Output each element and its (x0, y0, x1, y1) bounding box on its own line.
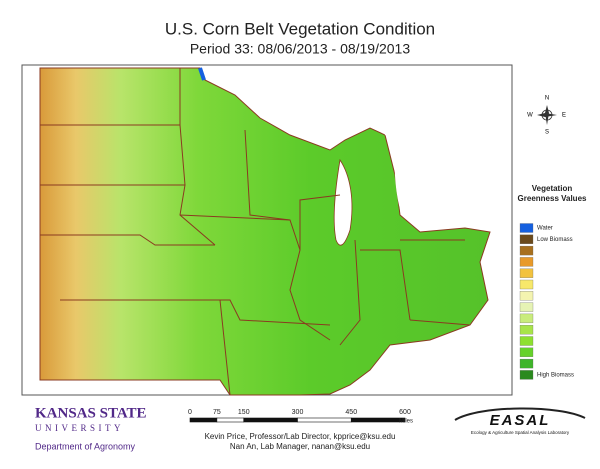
legend-title-box: Vegetation Greenness Values (517, 184, 587, 203)
compass-north: N (545, 96, 549, 102)
scale-label: 300 (292, 409, 304, 416)
scale-label: 0 (188, 409, 192, 416)
legend-swatch (519, 302, 534, 312)
legend-swatch (519, 257, 534, 267)
university-name: KANSAS STATE (35, 405, 147, 421)
legend-swatch (519, 336, 534, 346)
scale-bar: 0 75 150 300 450 600 Miles (188, 409, 413, 425)
lab-name: EASAL (490, 412, 551, 429)
lake-michigan (333, 158, 353, 246)
subtitle: Period 33: 08/06/2013 - 08/19/2013 (190, 41, 411, 57)
credit-line: Kevin Price, Professor/Lab Director, kpp… (205, 432, 396, 441)
state-borders (40, 68, 471, 396)
title: U.S. Corn Belt Vegetation Condition (165, 19, 435, 38)
legend-swatch (519, 358, 534, 369)
water-body (198, 67, 206, 81)
scale-label: 600 (399, 409, 411, 416)
logo-swoosh (454, 407, 586, 421)
scale-segment (189, 417, 218, 423)
compass: N S E W (527, 96, 566, 136)
lake-huron (394, 145, 406, 215)
ksu-logo: KANSAS STATE UNIVERSITY Department of Ag… (35, 405, 147, 451)
scale-segment (216, 417, 245, 423)
compass-needle (537, 105, 557, 125)
university-line2: UNIVERSITY (35, 423, 124, 433)
legend: Water Low Biomass High Biomass (519, 223, 574, 380)
legend-swatch (519, 234, 534, 244)
scale-segment (350, 417, 406, 423)
legend-swatch (519, 347, 534, 357)
vegetation-area (39, 67, 491, 396)
department: Department of Agronomy (35, 441, 136, 451)
scale-segment (297, 417, 352, 423)
legend-swatch (519, 370, 534, 380)
scale-segment (243, 417, 298, 423)
credit-line: Nan An, Lab Manager, nanan@ksu.edu (230, 442, 370, 451)
legend-swatch (519, 325, 534, 335)
legend-swatch (519, 313, 534, 324)
legend-swatch (519, 245, 534, 256)
easal-logo: EASAL Ecology & Agriculture Spatial Anal… (454, 407, 586, 435)
compass-east: E (562, 113, 566, 119)
legend-label: Low Biomass (537, 237, 573, 243)
legend-label: Water (537, 226, 553, 232)
scale-unit: Miles (399, 419, 413, 425)
scale-label: 150 (238, 409, 250, 416)
legend-swatch (519, 223, 534, 233)
legend-label: High Biomass (537, 372, 574, 378)
lake-superior (270, 110, 350, 128)
legend-swatch (519, 268, 534, 278)
legend-title: Vegetation Greenness Values (517, 184, 587, 203)
scale-label: 450 (345, 409, 357, 416)
compass-south: S (545, 130, 549, 136)
lab-full-name: Ecology & Agriculture Spatial Analysis L… (471, 430, 570, 435)
legend-swatch (519, 291, 534, 301)
compass-west: W (527, 113, 533, 119)
lake-huron-north (380, 120, 397, 140)
legend-swatch (519, 279, 534, 290)
map (21, 64, 513, 396)
scale-label: 75 (213, 409, 221, 416)
